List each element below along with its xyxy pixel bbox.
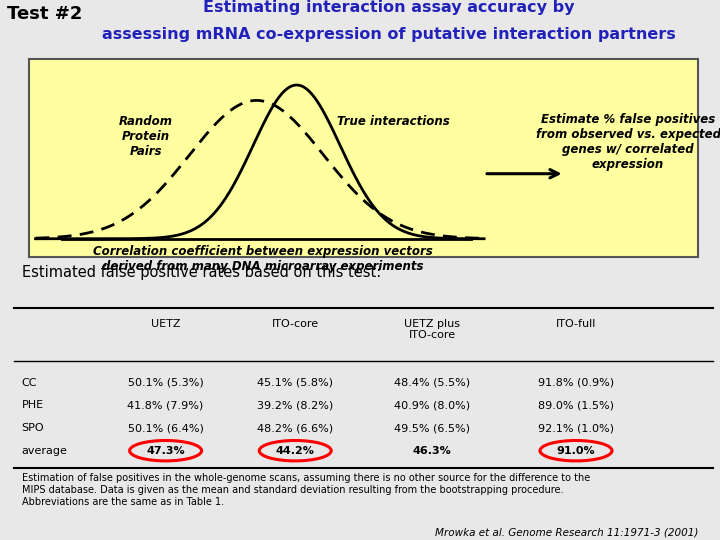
Text: 46.3%: 46.3% bbox=[413, 446, 451, 456]
Text: 47.3%: 47.3% bbox=[146, 446, 185, 456]
Text: 39.2% (8.2%): 39.2% (8.2%) bbox=[257, 400, 333, 410]
Text: 48.2% (6.6%): 48.2% (6.6%) bbox=[257, 423, 333, 433]
Text: 40.9% (8.0%): 40.9% (8.0%) bbox=[394, 400, 470, 410]
Text: average: average bbox=[22, 446, 68, 456]
Text: 45.1% (5.8%): 45.1% (5.8%) bbox=[257, 377, 333, 388]
Text: Mrowka et al. Genome Research 11:1971-3 (2001): Mrowka et al. Genome Research 11:1971-3 … bbox=[435, 527, 698, 537]
Text: Estimating interaction assay accuracy by: Estimating interaction assay accuracy by bbox=[203, 0, 575, 15]
Text: 89.0% (1.5%): 89.0% (1.5%) bbox=[538, 400, 614, 410]
Text: ITO-full: ITO-full bbox=[556, 319, 596, 329]
Text: 50.1% (6.4%): 50.1% (6.4%) bbox=[127, 423, 204, 433]
Text: Estimate % false positives
from observed vs. expected
genes w/ correlated
expres: Estimate % false positives from observed… bbox=[536, 113, 720, 171]
Text: Correlation coefficient between expression vectors
derived from many DNA microar: Correlation coefficient between expressi… bbox=[94, 245, 433, 273]
Text: UETZ plus
ITO-core: UETZ plus ITO-core bbox=[404, 319, 460, 341]
Text: 44.2%: 44.2% bbox=[276, 446, 315, 456]
Text: assessing mRNA co-expression of putative interaction partners: assessing mRNA co-expression of putative… bbox=[102, 27, 675, 42]
Text: PHE: PHE bbox=[22, 400, 44, 410]
Text: Test #2: Test #2 bbox=[7, 4, 83, 23]
Text: 41.8% (7.9%): 41.8% (7.9%) bbox=[127, 400, 204, 410]
Text: 91.0%: 91.0% bbox=[557, 446, 595, 456]
Text: ITO-core: ITO-core bbox=[271, 319, 319, 329]
Text: 92.1% (1.0%): 92.1% (1.0%) bbox=[538, 423, 614, 433]
Text: 50.1% (5.3%): 50.1% (5.3%) bbox=[127, 377, 204, 388]
Text: 49.5% (6.5%): 49.5% (6.5%) bbox=[394, 423, 470, 433]
Text: 48.4% (5.5%): 48.4% (5.5%) bbox=[394, 377, 470, 388]
Text: 91.8% (0.9%): 91.8% (0.9%) bbox=[538, 377, 614, 388]
Text: Estimated false positive rates based on this test:: Estimated false positive rates based on … bbox=[22, 265, 381, 280]
Text: SPO: SPO bbox=[22, 423, 44, 433]
Text: Estimation of false positives in the whole-genome scans, assuming there is no ot: Estimation of false positives in the who… bbox=[22, 474, 590, 507]
Text: True interactions: True interactions bbox=[337, 114, 449, 127]
Text: UETZ: UETZ bbox=[151, 319, 180, 329]
Text: CC: CC bbox=[22, 377, 37, 388]
Text: Random
Protein
Pairs: Random Protein Pairs bbox=[119, 114, 173, 158]
